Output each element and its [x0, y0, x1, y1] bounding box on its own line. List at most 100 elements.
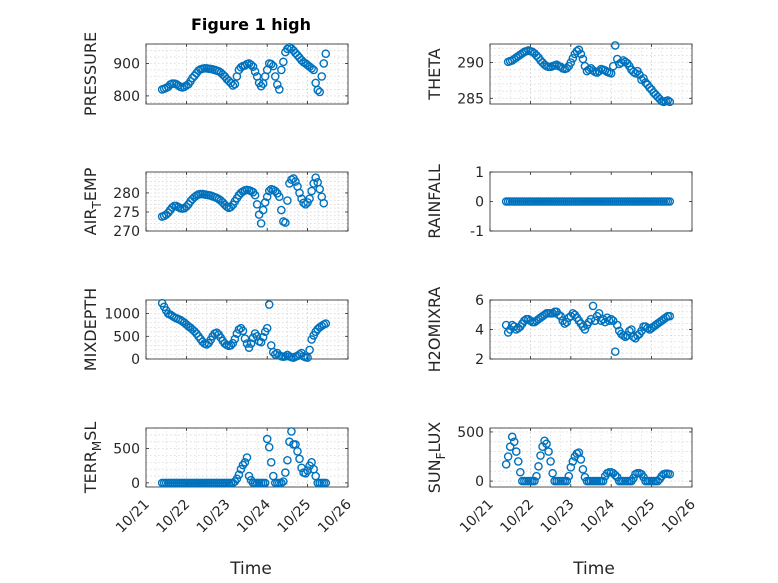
- data-point: [625, 326, 634, 336]
- data-point: [281, 468, 290, 477]
- data-point: [610, 470, 620, 480]
- data-point: [546, 457, 555, 466]
- data-point: [503, 452, 513, 461]
- data-point: [544, 447, 553, 456]
- data-point: [240, 334, 250, 343]
- data-series: [501, 432, 675, 486]
- grid-lines: [490, 44, 692, 104]
- data-point: [532, 471, 541, 481]
- data-point: [643, 323, 652, 333]
- data-point: [262, 434, 272, 444]
- data-point: [252, 200, 262, 209]
- data-point: [542, 439, 551, 449]
- data-point: [226, 202, 236, 212]
- y-tick-label: 275: [113, 205, 140, 221]
- data-point: [309, 179, 318, 188]
- x-tick-label: 10/22: [153, 497, 193, 537]
- data-point: [275, 85, 284, 94]
- data-point: [580, 325, 590, 334]
- data-point: [305, 194, 314, 203]
- y-tick-label: 2: [475, 352, 484, 368]
- data-point: [297, 194, 306, 203]
- data-point: [665, 197, 675, 206]
- y-tick-label: 1000: [104, 307, 140, 323]
- y-tick-label: 500: [457, 425, 484, 441]
- axes-box: [145, 299, 349, 360]
- data-point: [501, 460, 511, 469]
- data-point: [228, 81, 238, 90]
- data-series: [501, 197, 675, 206]
- data-point: [566, 58, 576, 67]
- data-series: [157, 298, 331, 362]
- x-tick-label: 10/24: [578, 496, 618, 536]
- data-point: [268, 61, 278, 71]
- x-tick-label: 10/23: [194, 497, 234, 537]
- data-point: [568, 53, 578, 63]
- data-point: [631, 68, 640, 78]
- x-tick-label: 10/26: [659, 496, 699, 536]
- data-point: [621, 332, 630, 342]
- data-point: [321, 49, 331, 59]
- data-point: [234, 325, 244, 334]
- data-point: [242, 453, 252, 462]
- data-point: [588, 301, 598, 311]
- data-point: [665, 97, 675, 107]
- y-tick-label: 290: [457, 56, 484, 72]
- y-tick-label: 280: [113, 186, 140, 202]
- data-point: [266, 59, 276, 69]
- y-axis-label: TERRMSL: [81, 422, 104, 495]
- data-point: [623, 331, 632, 340]
- data-point: [665, 311, 675, 321]
- data-point: [248, 62, 258, 72]
- data-point: [275, 192, 284, 202]
- data-point: [303, 353, 312, 362]
- data-point: [507, 432, 517, 442]
- y-tick-label: 0: [475, 195, 484, 211]
- axes-box: [145, 43, 349, 105]
- data-point: [283, 196, 292, 205]
- data-point: [562, 63, 572, 73]
- data-point: [509, 437, 519, 447]
- data-point: [266, 458, 276, 467]
- axes-box: [145, 171, 349, 232]
- x-tick-label: 10/23: [538, 497, 578, 537]
- data-point: [228, 338, 238, 348]
- data-point: [279, 477, 288, 486]
- data-point: [317, 72, 327, 81]
- data-point: [167, 203, 177, 212]
- data-point: [295, 454, 304, 464]
- x-axis-label-left: Time: [229, 559, 272, 579]
- data-point: [540, 310, 549, 320]
- data-point: [315, 184, 325, 194]
- y-axis-label: MIXDEPTH: [81, 288, 100, 371]
- data-point: [291, 177, 300, 186]
- data-point: [663, 96, 673, 105]
- data-point: [260, 478, 270, 488]
- data-point: [258, 205, 268, 215]
- data-point: [246, 60, 256, 70]
- axes-box: [145, 427, 349, 488]
- data-point: [307, 186, 316, 196]
- data-point: [307, 64, 316, 73]
- data-point: [307, 335, 316, 344]
- x-tick-label: 10/25: [619, 497, 659, 537]
- y-tick-label: 800: [113, 89, 140, 105]
- data-series: [157, 42, 331, 97]
- data-point: [665, 469, 675, 479]
- data-point: [279, 57, 288, 67]
- data-point: [295, 188, 304, 198]
- subplot-terr-msl: 0 500 TERRMSL 10/21 10/22 10/23 10/24 10/25 10/2…: [81, 422, 355, 537]
- data-point: [303, 466, 312, 475]
- x-tick-label: 10/25: [275, 497, 315, 537]
- data-point: [321, 319, 331, 328]
- data-point: [576, 49, 586, 59]
- data-point: [250, 190, 260, 200]
- data-point: [234, 470, 244, 479]
- data-point: [619, 331, 628, 340]
- y-tick-label: 500: [113, 329, 140, 345]
- data-point: [264, 186, 274, 196]
- data-point: [617, 58, 626, 67]
- data-point: [264, 442, 274, 452]
- data-point: [598, 476, 608, 486]
